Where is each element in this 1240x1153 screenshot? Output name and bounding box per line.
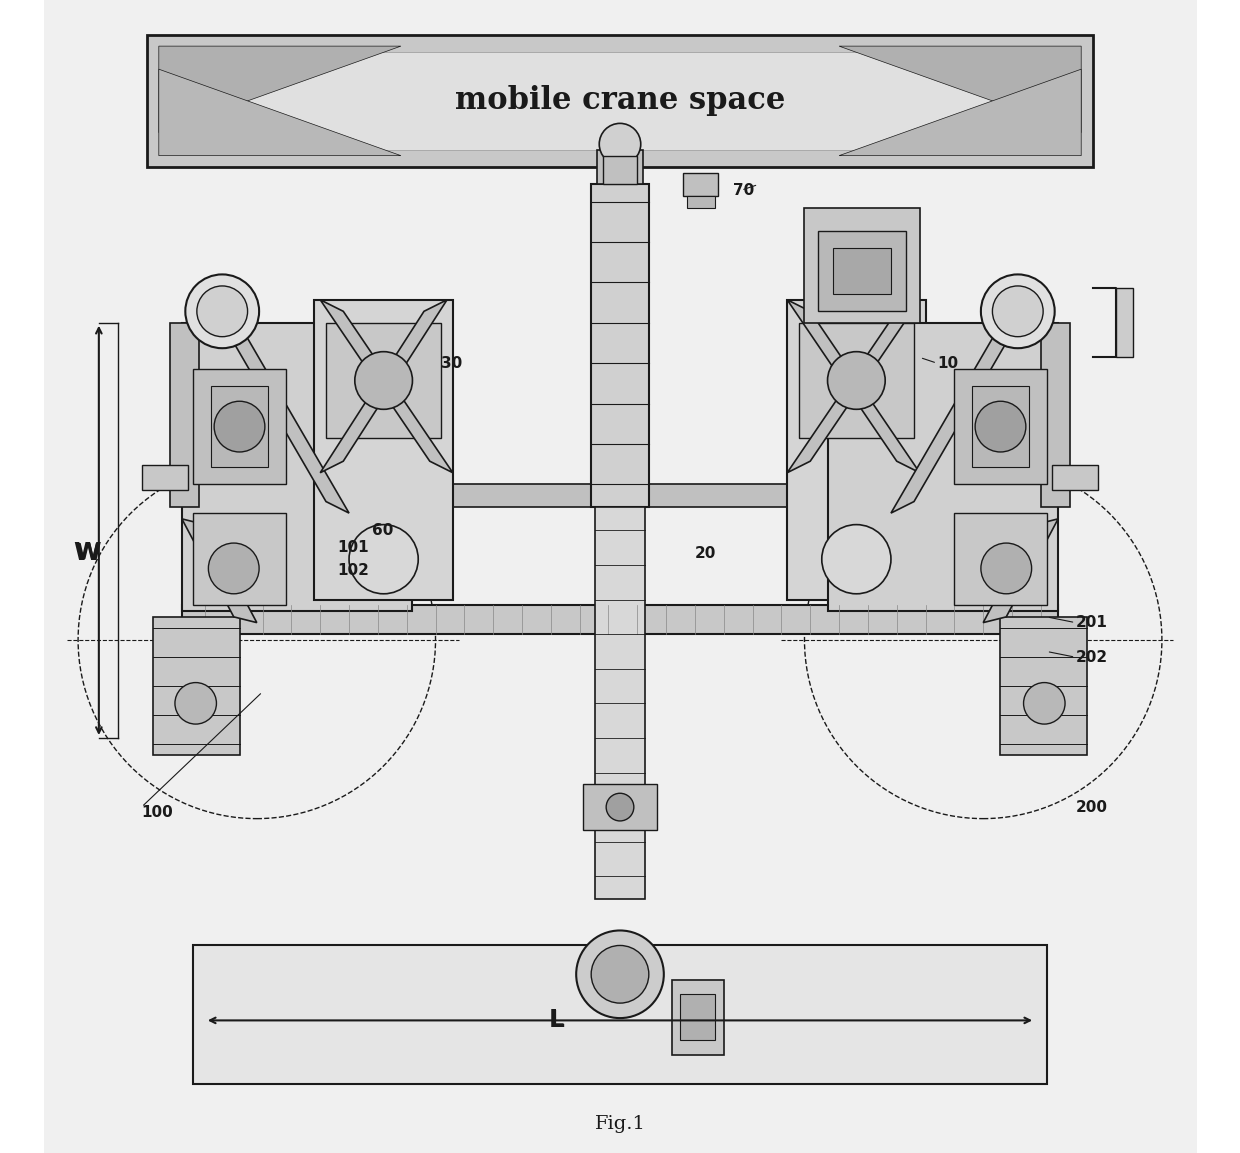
Polygon shape [182, 519, 257, 623]
Bar [250, 484, 990, 507]
Bar [182, 605, 1058, 634]
Circle shape [599, 123, 641, 165]
Circle shape [348, 525, 418, 594]
Bar [595, 507, 645, 899]
Bar [170, 323, 200, 507]
Circle shape [992, 286, 1043, 337]
Text: 202: 202 [1075, 649, 1107, 665]
Circle shape [822, 525, 892, 594]
Bar [687, 196, 714, 208]
Bar [596, 150, 644, 184]
Text: 10: 10 [937, 355, 959, 371]
Bar [165, 52, 1075, 150]
Circle shape [981, 543, 1032, 594]
Circle shape [208, 543, 259, 594]
Text: 101: 101 [337, 540, 370, 556]
Text: W: W [73, 542, 102, 565]
Bar [680, 994, 714, 1040]
Text: mobile crane space: mobile crane space [455, 85, 785, 116]
Circle shape [215, 401, 265, 452]
Text: 102: 102 [337, 563, 370, 579]
Bar [827, 323, 1058, 611]
Bar [799, 323, 914, 438]
Circle shape [975, 401, 1025, 452]
Polygon shape [892, 323, 1018, 513]
Circle shape [197, 286, 248, 337]
Polygon shape [787, 300, 920, 473]
Bar [955, 369, 1047, 484]
Bar [583, 784, 657, 830]
Text: 60: 60 [372, 522, 393, 538]
Bar [326, 323, 441, 438]
Bar [193, 513, 285, 605]
Circle shape [185, 274, 259, 348]
Circle shape [175, 683, 217, 724]
Text: L: L [549, 1010, 564, 1031]
Text: 201: 201 [1075, 615, 1107, 631]
Polygon shape [787, 300, 920, 473]
Circle shape [355, 352, 413, 409]
Bar [591, 184, 649, 507]
Text: 100: 100 [141, 805, 174, 821]
Bar [1001, 617, 1087, 755]
Text: Fig.1: Fig.1 [594, 1115, 646, 1133]
Text: 70: 70 [733, 182, 754, 198]
Polygon shape [159, 46, 401, 133]
Polygon shape [839, 46, 1081, 133]
Text: L: L [548, 1009, 564, 1032]
Bar [211, 386, 268, 467]
Circle shape [1023, 683, 1065, 724]
Bar [1053, 465, 1099, 490]
Polygon shape [839, 69, 1081, 156]
Circle shape [827, 352, 885, 409]
Bar [818, 231, 906, 311]
Bar [182, 323, 413, 611]
Bar [1040, 323, 1070, 507]
Polygon shape [320, 300, 448, 473]
Bar [833, 248, 892, 294]
Bar [787, 300, 925, 600]
Bar [315, 300, 453, 600]
Bar [672, 980, 724, 1055]
Circle shape [577, 930, 663, 1018]
Text: 200: 200 [1075, 799, 1107, 815]
Polygon shape [320, 300, 453, 473]
Bar [1116, 288, 1133, 357]
Bar [153, 617, 239, 755]
Circle shape [981, 274, 1055, 348]
Bar [955, 513, 1047, 605]
Text: 30: 30 [441, 355, 463, 371]
Circle shape [591, 945, 649, 1003]
Bar [193, 369, 285, 484]
Bar [683, 173, 718, 196]
Bar [972, 386, 1029, 467]
Bar [148, 35, 1092, 167]
Bar [805, 208, 920, 323]
Text: W: W [76, 543, 99, 564]
Polygon shape [159, 69, 401, 156]
Circle shape [606, 793, 634, 821]
Bar [603, 156, 637, 184]
Polygon shape [983, 519, 1058, 623]
Polygon shape [222, 323, 348, 513]
Bar [193, 945, 1047, 1084]
Bar [141, 465, 187, 490]
Text: 20: 20 [694, 545, 717, 562]
